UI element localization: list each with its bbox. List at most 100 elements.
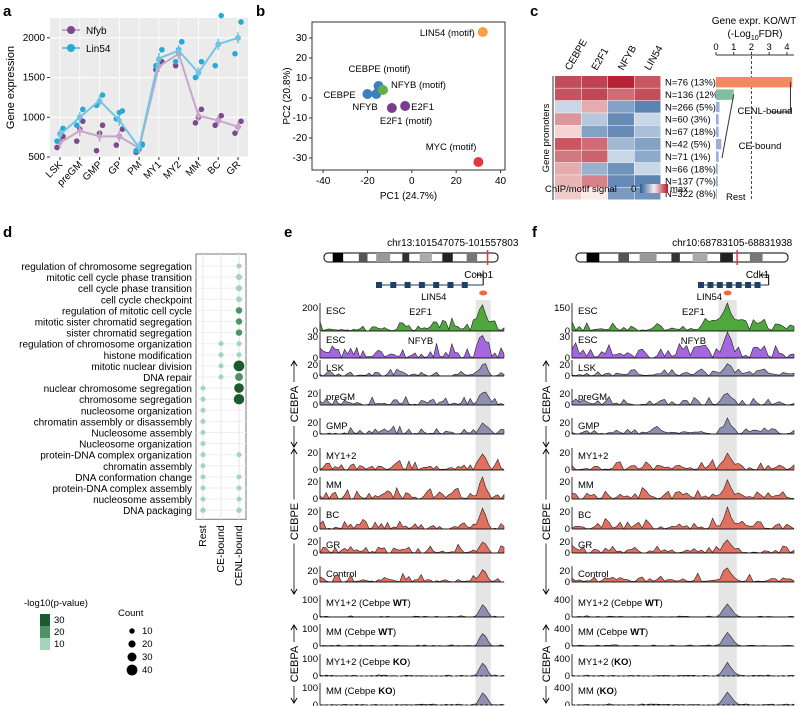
- exon: [433, 282, 440, 288]
- mean-point: [195, 113, 201, 119]
- track-ymin: 0: [565, 612, 570, 623]
- track-label-part: GMP: [326, 421, 348, 432]
- bar: [716, 176, 718, 187]
- heatmap-cell: [555, 113, 581, 126]
- track-label-part: ESC: [326, 306, 346, 317]
- heatmap-cell: [608, 187, 634, 200]
- heatmap-cell: [581, 150, 608, 163]
- x-tick-label: -20: [360, 176, 375, 187]
- enrichment-dot: [235, 329, 243, 336]
- label-backing: [540, 642, 552, 686]
- pca-point: [377, 85, 388, 95]
- heatmap-cell: [555, 162, 581, 175]
- x-tick-label: MY1: [142, 159, 165, 182]
- bar-title: Gene expr. KO/WT: [712, 16, 796, 27]
- group-side-label: CEBPA: [541, 385, 553, 422]
- y-tick-label: 10: [296, 73, 308, 84]
- y-tick-label: 1500: [23, 73, 46, 84]
- mean-point: [77, 114, 83, 120]
- tss-arrow: [475, 274, 484, 285]
- track-label: MY1+2 (Cebpe KO): [326, 657, 410, 668]
- group-side-label: CEBPA: [289, 645, 301, 682]
- legend-title: Count: [118, 608, 144, 619]
- enrichment-dot: [200, 429, 206, 436]
- replicate-point: [198, 58, 205, 65]
- enrichment-dot: [218, 374, 224, 380]
- label-backing: [288, 642, 300, 686]
- y-tick-label: 1000: [23, 112, 46, 123]
- track-label-bold: KO: [614, 657, 628, 668]
- track-ymax: 400: [554, 624, 570, 635]
- chromosome-band: [749, 253, 763, 262]
- locus-label: chr10:68783105-68831938: [672, 238, 793, 249]
- term-label: chromatin assembly: [103, 462, 192, 473]
- track-ymax: 20: [559, 507, 570, 518]
- y-tick-label: 2000: [23, 33, 46, 44]
- track-label-part: Control: [326, 569, 357, 580]
- bracket-arrow: [542, 588, 550, 595]
- enrichment-dot: [200, 396, 206, 402]
- track-label-bold: KO: [378, 686, 392, 697]
- replicate-point: [54, 138, 60, 144]
- row-label: N=71 (1%): [665, 152, 711, 163]
- track-ymax: 20: [559, 448, 570, 459]
- row-label: N=322 (8%): [665, 189, 716, 200]
- track-label: preGM: [326, 392, 355, 403]
- bracket-arrow: [290, 448, 298, 455]
- bracket-arrow: [542, 697, 550, 704]
- exon: [376, 282, 382, 288]
- exon: [698, 282, 704, 288]
- replicate-point: [232, 130, 238, 136]
- track-label-bold: WT: [393, 598, 408, 609]
- term-label: DNA packaging: [123, 506, 192, 517]
- enrichment-dot: [200, 418, 206, 424]
- track-label-part: BC: [326, 510, 339, 521]
- track-label-end: ): [660, 598, 663, 609]
- heatmap-cell: [581, 138, 608, 150]
- size-legend-label: 40: [142, 665, 153, 676]
- chromosome-band: [419, 253, 432, 262]
- label-backing: [540, 499, 552, 544]
- plot-background: [50, 18, 248, 157]
- column-label: LIN54: [643, 44, 666, 73]
- heatmap-cell: [608, 175, 634, 188]
- x-tick-label: MY2: [161, 159, 184, 182]
- panel-e-tracks: chr13:101547075-101557803Ccnb1LIN542000E…: [288, 238, 519, 706]
- mean-point: [57, 132, 63, 138]
- legend-label: Lin54: [86, 44, 111, 55]
- heatmap-cell: [608, 113, 634, 126]
- track-label-part: MM (Cebpe: [578, 627, 630, 638]
- row-label: N=136 (12%): [665, 90, 721, 101]
- track-label-end: ): [614, 686, 617, 697]
- enrichment-dot: [236, 507, 242, 513]
- track-label: MM: [578, 480, 594, 491]
- bar: [716, 151, 719, 162]
- track-label: ESC: [578, 306, 598, 317]
- x-tick-label: GR: [225, 159, 243, 177]
- exon: [735, 282, 742, 288]
- track-ymax: 20: [307, 389, 318, 400]
- heatmap-cell: [634, 175, 661, 188]
- enrichment-dot: [218, 341, 224, 347]
- replicate-point: [178, 39, 185, 45]
- label-backing: [288, 382, 300, 426]
- locus-label: chr13:101547075-101557803: [387, 238, 519, 249]
- annotation-connector: [721, 94, 735, 159]
- enrichment-dot: [200, 385, 206, 391]
- track-label: GR: [578, 540, 592, 551]
- track-ymax: 100: [302, 595, 318, 606]
- term-label: regulation of chromosome organization: [19, 340, 192, 351]
- chromosome-band: [586, 253, 600, 262]
- bracket-arrow: [290, 441, 298, 448]
- exon: [726, 282, 733, 288]
- track-label-bold: WT: [378, 627, 393, 638]
- track-ymax: 20: [559, 566, 570, 577]
- track-label-bold: KO: [600, 686, 614, 697]
- track-label-end: ): [408, 598, 411, 609]
- term-label: regulation of mitotic cell cycle: [62, 306, 192, 317]
- size-legend-label: 10: [142, 626, 153, 637]
- heatmap-cell: [581, 175, 608, 188]
- heatmap-cell: [555, 100, 581, 113]
- track-ymax: 200: [302, 303, 318, 314]
- track-label-part: MY1+2: [326, 451, 356, 462]
